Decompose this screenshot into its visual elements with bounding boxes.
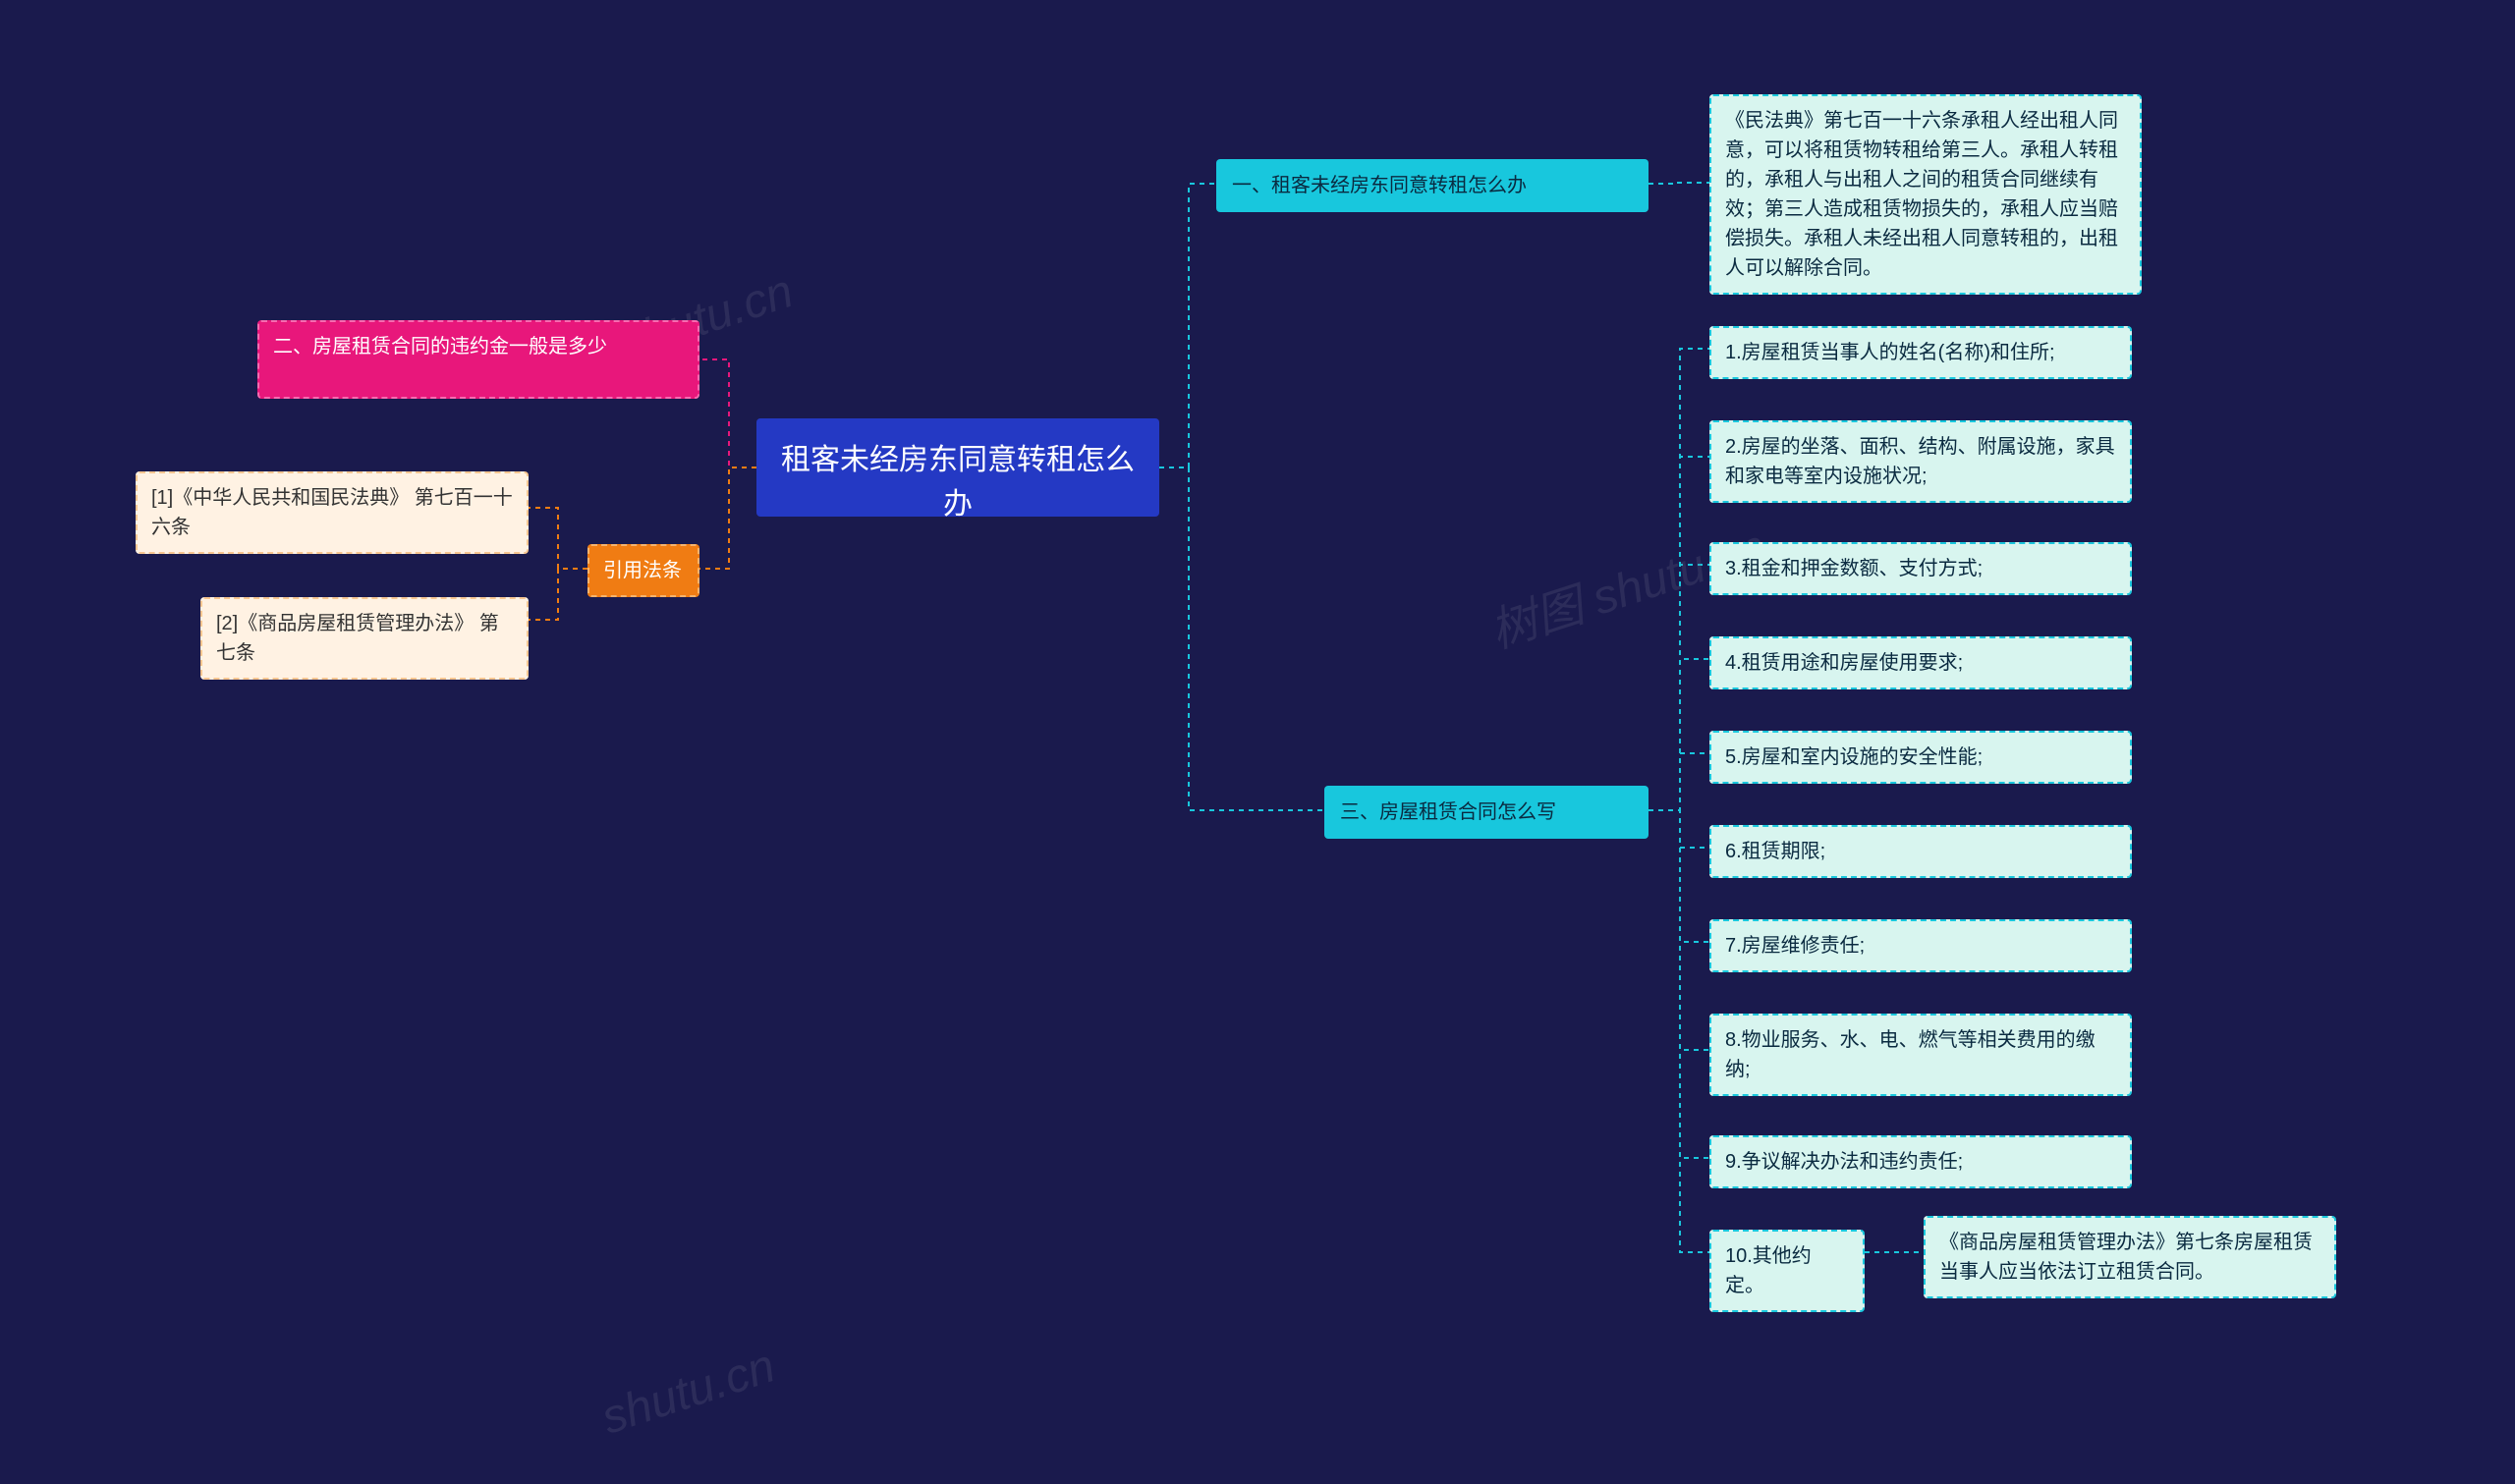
connector-8	[1649, 457, 1709, 810]
connector-2	[529, 508, 587, 569]
left-pink-node: 二、房屋租赁合同的违约金一般是多少	[257, 320, 699, 399]
right-item-8: 8.物业服务、水、电、燃气等相关费用的缴纳;	[1709, 1014, 2132, 1096]
connector-7	[1649, 349, 1709, 810]
connector-15	[1649, 810, 1709, 1158]
connector-14	[1649, 810, 1709, 1050]
root-node: 租客未经房东同意转租怎么办	[756, 418, 1159, 517]
connector-0	[699, 359, 756, 467]
connector-10	[1649, 659, 1709, 810]
right-item-2: 2.房屋的坐落、面积、结构、附属设施，家具和家电等室内设施状况;	[1709, 420, 2132, 503]
connector-1	[699, 467, 756, 569]
connector-4	[1159, 184, 1216, 467]
right-item-1: 1.房屋租赁当事人的姓名(名称)和住所;	[1709, 326, 2132, 379]
right-teal2-node: 三、房屋租赁合同怎么写	[1324, 786, 1649, 839]
connector-6	[1159, 467, 1324, 810]
connector-12	[1649, 810, 1709, 848]
watermark-2: shutu.cn	[595, 1339, 782, 1445]
connector-13	[1649, 810, 1709, 942]
right-teal1-child-node: 《民法典》第七百一十六条承租人经出租人同意，可以将租赁物转租给第三人。承租人转租…	[1709, 94, 2142, 295]
right-item-3: 3.租金和押金数额、支付方式;	[1709, 542, 2132, 595]
right-item-6: 6.租赁期限;	[1709, 825, 2132, 878]
right-item-5: 5.房屋和室内设施的安全性能;	[1709, 731, 2132, 784]
connector-11	[1649, 753, 1709, 810]
connector-16	[1649, 810, 1709, 1252]
right-item10-child-node: 《商品房屋租赁管理办法》第七条房屋租赁当事人应当依法订立租赁合同。	[1924, 1216, 2336, 1298]
right-item-10: 10.其他约定。	[1709, 1230, 1865, 1312]
connector-3	[529, 569, 587, 620]
right-teal1-node: 一、租客未经房东同意转租怎么办	[1216, 159, 1649, 212]
connector-5	[1649, 183, 1709, 184]
right-item-9: 9.争议解决办法和违约责任;	[1709, 1135, 2132, 1188]
right-item-4: 4.租赁用途和房屋使用要求;	[1709, 636, 2132, 689]
connector-9	[1649, 565, 1709, 810]
left-cream2-node: [2]《商品房屋租赁管理办法》 第七条	[200, 597, 529, 680]
left-cream1-node: [1]《中华人民共和国民法典》 第七百一十六条	[136, 471, 529, 554]
left-orange-node: 引用法条	[587, 544, 699, 597]
right-item-7: 7.房屋维修责任;	[1709, 919, 2132, 972]
